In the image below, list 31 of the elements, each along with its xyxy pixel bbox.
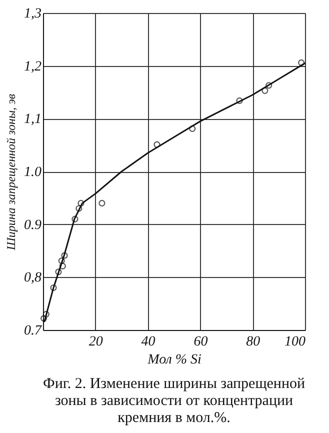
y-tick-label: 0,8 (24, 270, 42, 286)
point (59, 262, 66, 270)
y-tick-label: 0.7 (24, 324, 42, 338)
point (61, 252, 68, 259)
point (50, 284, 57, 292)
point (55, 268, 62, 276)
y-tick-label: 1,1 (24, 112, 42, 128)
point (78, 200, 84, 206)
x-axis-title: Мол % Si (146, 352, 202, 368)
x-tick-label: 80 (246, 334, 260, 350)
point (98, 200, 106, 206)
point (76, 205, 82, 212)
y-tick-label: 0.9 (24, 218, 42, 233)
point (262, 87, 268, 94)
x-tick-label: 60 (194, 334, 208, 350)
y-tick-label: 1,3 (24, 6, 42, 22)
x-tick-label: 100 (284, 334, 306, 350)
y-tick-label: 1,2 (24, 59, 42, 74)
point (236, 97, 243, 104)
x-tick-label: 20 (88, 334, 103, 350)
point (72, 216, 78, 222)
point (154, 141, 160, 148)
y-axis-title: Ширина запрещенной зоны, эв (4, 94, 18, 252)
point (42, 310, 50, 318)
y-tick-label: 1.0 (24, 165, 42, 180)
point (58, 258, 65, 264)
point (189, 125, 196, 132)
x-tick-label: 40 (141, 334, 156, 350)
text: Фиг. 2. Изменение ширины запрещенной зоны в зависимости от концентрации кремния в мол.%. (42, 376, 306, 426)
point (266, 82, 272, 89)
point (40, 315, 48, 322)
